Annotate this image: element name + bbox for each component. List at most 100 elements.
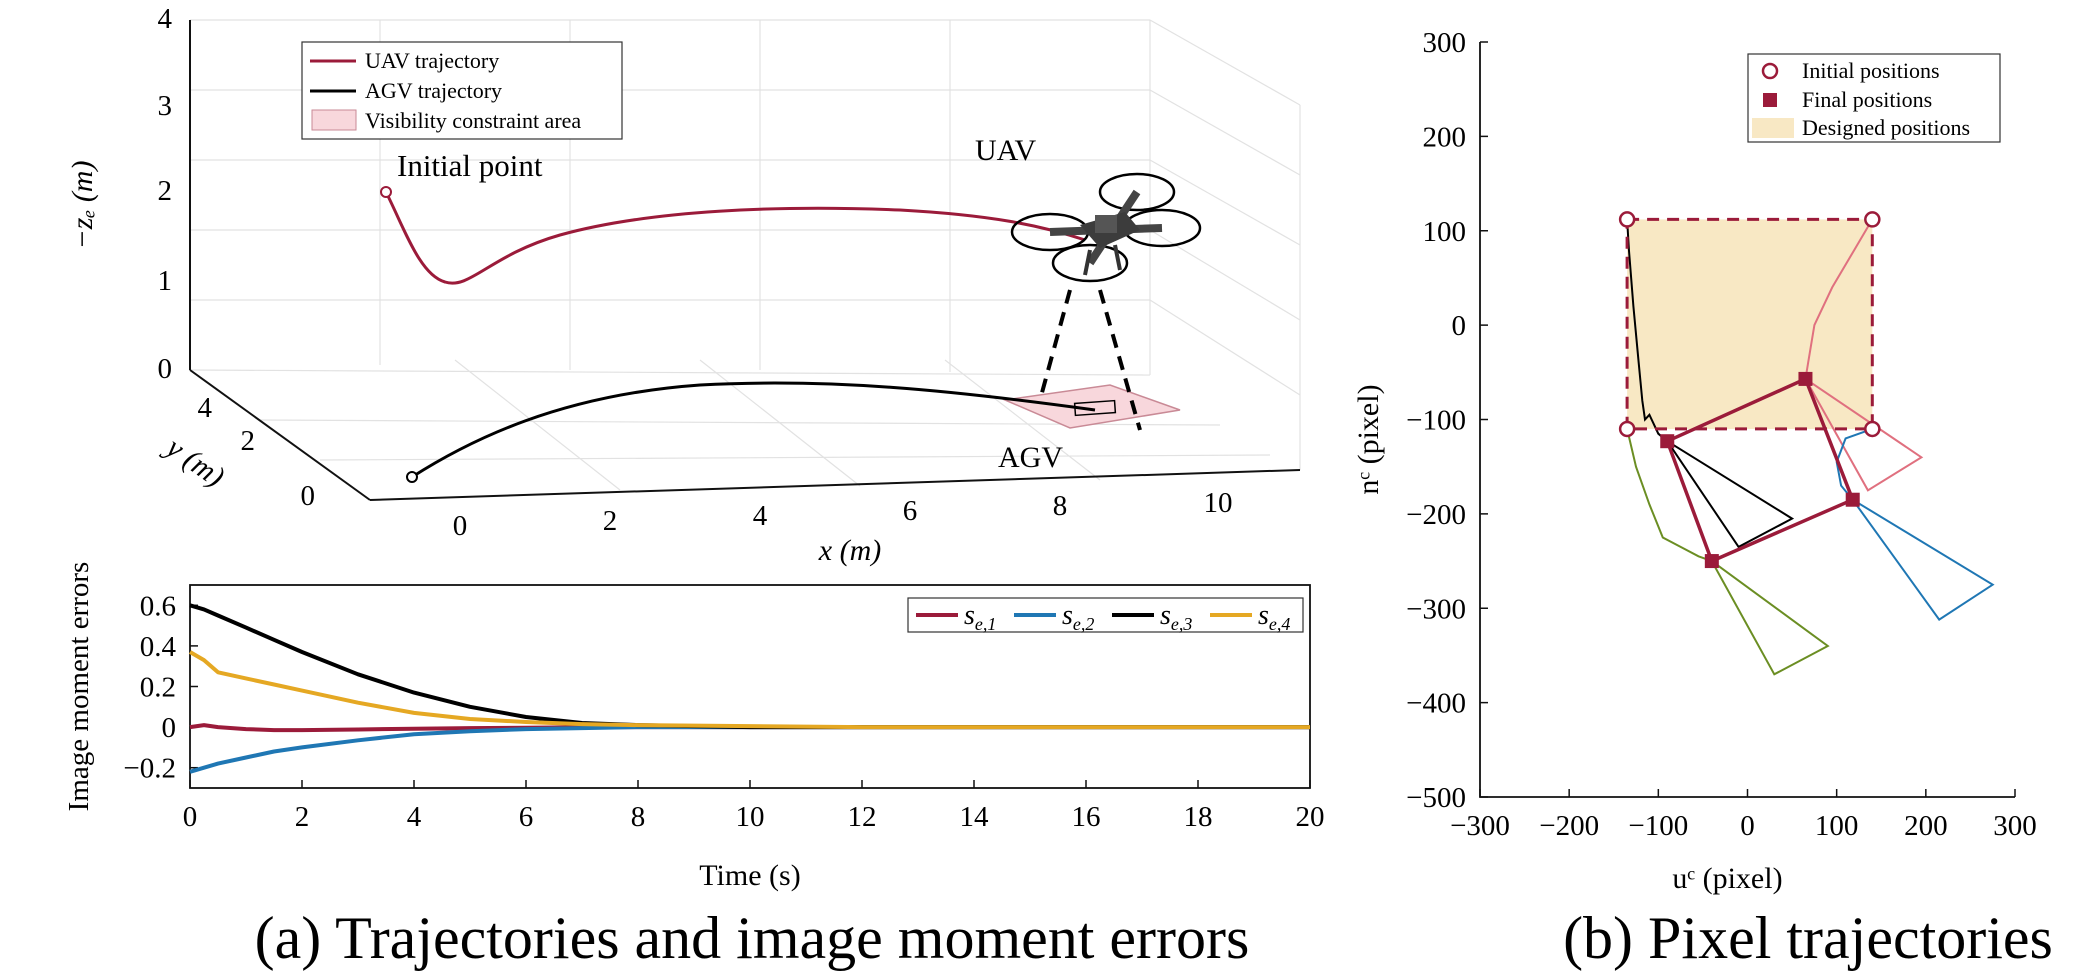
pixel-y-tick-label: −400 — [1406, 688, 1466, 720]
x-axis-label: x (m) — [818, 534, 881, 567]
initial-position-marker — [1864, 420, 1881, 438]
pixel-path-p2 — [1804, 218, 1874, 380]
pixel-x-tick-label: −300 — [1450, 810, 1510, 842]
pixel-legend: Initial positions Final positions Design… — [1747, 53, 2001, 143]
errors-x-tick-label: 6 — [519, 801, 534, 833]
uav-start-marker — [380, 186, 392, 198]
pixel-y-axis-label: nᶜ (pixel) — [1352, 384, 1385, 494]
pixel-x-axis-label: uᶜ (pixel) — [1672, 862, 1782, 895]
pixel-y-tick-label: −200 — [1406, 499, 1466, 531]
z-tick: 0 — [158, 353, 173, 385]
x-tick: 4 — [753, 500, 768, 532]
legend-agv: AGV trajectory — [365, 78, 502, 103]
z-tick: 2 — [158, 175, 173, 207]
pixel-path-p3 — [1626, 428, 1713, 563]
pixel-x-tick-label: 300 — [1993, 810, 2037, 842]
agv-marker — [1073, 399, 1117, 417]
legend-initial: Initial positions — [1802, 58, 1940, 83]
legend-designed-swatch — [1752, 118, 1794, 138]
y-tick: 4 — [198, 392, 213, 424]
pixel-trapezoid-p1 — [1666, 440, 1795, 549]
pixel-trapezoid-p4 — [1851, 498, 1995, 621]
errors-x-tick-label: 14 — [960, 801, 990, 833]
errors-legend-subscript: e,1 — [975, 614, 997, 634]
initial-point-label: Initial point — [397, 148, 543, 183]
errors-legend-subscript: e,2 — [1073, 614, 1095, 634]
pixel-y-tick-label: 100 — [1423, 216, 1467, 248]
pixel-trapezoid-p3 — [1710, 560, 1830, 676]
final-position-marker — [1704, 554, 1719, 569]
legend-uav: UAV trajectory — [365, 48, 499, 73]
errors-series-line-4 — [188, 650, 1310, 730]
initial-position-marker — [1864, 211, 1881, 228]
agv-start-marker — [406, 471, 418, 483]
final-position-marker — [1798, 371, 1813, 386]
errors-series-line-2 — [189, 725, 1310, 774]
x-tick: 8 — [1053, 490, 1068, 522]
y-tick: 2 — [241, 425, 256, 457]
designed-positions-area — [1627, 219, 1873, 429]
image-moment-errors-plot: −0.200.20.40.6 0 2 4 6 8 10 12 14 16 18 20 Time (s… — [63, 562, 1325, 892]
agv-label: AGV — [998, 441, 1063, 474]
pixel-y-tick-label: 0 — [1452, 310, 1467, 342]
legend-final: Final positions — [1802, 87, 1932, 112]
x-tick: 6 — [903, 495, 918, 527]
errors-legend-subscript: e,4 — [1269, 614, 1291, 634]
x-tick: 0 — [453, 510, 468, 542]
uav-label: UAV — [975, 134, 1036, 167]
errors-y-tick-label: 0 — [162, 712, 177, 744]
pixel-y-tick-label: −300 — [1406, 593, 1466, 625]
errors-y-tick-label: 0.2 — [140, 672, 176, 704]
z-tick: 1 — [158, 265, 173, 297]
x-tick: 10 — [1204, 487, 1233, 519]
z-tick: 4 — [158, 3, 173, 35]
z-axis-label: −zₑ (m) — [66, 161, 99, 250]
view-line — [1098, 289, 1142, 431]
pixel-x-tick-label: 0 — [1740, 810, 1755, 842]
errors-y-tick-label: 0.6 — [140, 590, 176, 622]
x-tick: 2 — [603, 505, 618, 537]
caption-b: (b) Pixel trajectories — [1563, 905, 2053, 971]
trajectory-3d-plot: 4 3 2 1 0 −zₑ (m) 4 2 0 y (m) 0 2 4 6 8 … — [66, 3, 1301, 567]
legend-initial-marker — [1761, 62, 1779, 80]
agv-trajectory — [411, 381, 1096, 479]
errors-y-axis-label: Image moment errors — [63, 562, 95, 812]
errors-x-tick-label: 8 — [631, 801, 646, 833]
legend-final-marker — [1763, 93, 1777, 107]
errors-x-tick-label: 10 — [736, 801, 765, 833]
errors-x-tick-label: 12 — [848, 801, 877, 833]
pixel-x-tick-label: −100 — [1628, 810, 1688, 842]
legend-3d: UAV trajectory AGV trajectory Visibility… — [301, 41, 623, 140]
pixel-y-tick-label: 200 — [1423, 121, 1467, 153]
y-tick: 0 — [301, 480, 316, 512]
errors-x-tick-label: 16 — [1072, 801, 1101, 833]
legend-area: Visibility constraint area — [365, 108, 581, 133]
initial-position-marker — [1618, 420, 1636, 438]
pixel-y-tick-label: −500 — [1406, 782, 1466, 814]
final-position-marker — [1845, 492, 1860, 507]
errors-legend-subscript: e,3 — [1171, 614, 1193, 634]
uav-trajectory — [384, 191, 1086, 285]
errors-x-tick-label: 2 — [295, 801, 310, 833]
caption-a: (a) Trajectories and image moment errors — [255, 905, 1250, 971]
drone-icon — [1010, 172, 1202, 283]
visibility-area — [1002, 384, 1181, 429]
errors-y-tick-label: 0.4 — [140, 631, 177, 663]
errors-x-tick-label: 18 — [1184, 801, 1213, 833]
errors-x-axis-label: Time (s) — [699, 859, 800, 892]
pixel-x-tick-label: 100 — [1815, 810, 1859, 842]
pixel-x-tick-label: 200 — [1904, 810, 1948, 842]
view-line — [1038, 289, 1072, 401]
legend-designed: Designed positions — [1802, 115, 1970, 140]
errors-x-tick-label: 4 — [407, 801, 422, 833]
errors-legend: se,1 se,2 se,3 se,4 — [907, 597, 1304, 634]
errors-x-tick-label: 0 — [183, 801, 198, 833]
initial-position-marker — [1618, 211, 1636, 228]
designed-positions-outline — [1625, 217, 1874, 431]
pixel-x-tick-label: −200 — [1539, 810, 1599, 842]
errors-x-tick-label: 20 — [1296, 801, 1325, 833]
final-position-marker — [1660, 434, 1675, 449]
axes-3d — [189, 20, 1301, 501]
pixel-trapezoid-p2 — [1804, 378, 1924, 492]
y-axis-label: y (m) — [158, 429, 231, 494]
